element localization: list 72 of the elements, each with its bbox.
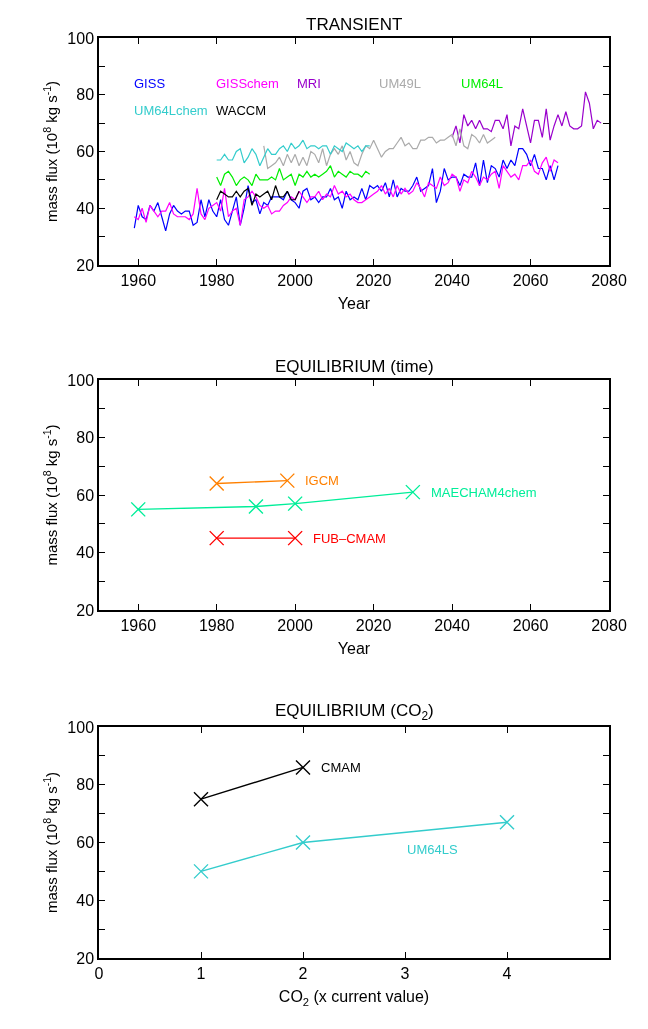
text: GISS	[134, 76, 166, 91]
point	[295, 759, 311, 776]
y-tick-label: 60	[76, 486, 95, 504]
y-tick-label: 40	[76, 891, 95, 909]
x-tick-label: 2060	[512, 271, 549, 289]
y-tick-label: 80	[76, 429, 95, 447]
y-tick-label: 100	[67, 29, 95, 47]
point	[193, 863, 209, 880]
y-tick-label: 100	[67, 718, 95, 736]
line-series	[216, 165, 371, 187]
text: UM64Lchem	[134, 103, 208, 118]
x-tick-label: 2060	[512, 616, 549, 634]
point	[499, 814, 515, 830]
x-tick-label: 2000	[277, 616, 314, 634]
x-tick-label: 2080	[591, 616, 627, 634]
text: WACCM	[216, 103, 267, 118]
point	[208, 475, 225, 492]
x-tick-label: 1980	[198, 616, 235, 634]
text: UM49L	[379, 76, 421, 91]
x-tick-label: 2020	[355, 271, 392, 289]
chart-title: EQUILIBRIUM (CO$_{2}$)	[275, 701, 434, 723]
y-tick-label: 80	[76, 776, 95, 794]
y-tick-label: 40	[76, 199, 95, 217]
x-tick-label: 2020	[355, 616, 392, 634]
x-tick-label: 4	[502, 964, 512, 982]
y-tick-label: 100	[67, 371, 95, 389]
point	[193, 791, 209, 807]
series-label: IGCM	[305, 473, 339, 488]
y-tick-label: 20	[76, 949, 95, 967]
y-tick-label: 20	[76, 601, 95, 619]
x-axis-title: Year	[337, 295, 371, 313]
chart-title: EQUILIBRIUM (time)	[275, 357, 434, 376]
series-label: MAECHAM4chem	[431, 485, 537, 500]
y-tick-label: 80	[76, 86, 95, 104]
x-tick-label: 2040	[434, 616, 470, 634]
y-tick-label: 40	[76, 544, 95, 562]
point	[287, 495, 303, 512]
point	[130, 501, 146, 518]
y-tick-label: 60	[76, 143, 95, 161]
series-label: UM64LS	[407, 842, 458, 857]
x-tick-label: 2080	[591, 271, 627, 289]
x-axis-title: CO$_{2}$ (x current value)	[278, 988, 430, 1008]
line-series	[133, 156, 559, 226]
point	[287, 530, 303, 546]
text: MRI	[297, 76, 321, 91]
line-series	[216, 139, 371, 167]
y-tick-label: 60	[76, 834, 95, 852]
point	[208, 530, 225, 546]
x-tick-label: 1960	[120, 271, 157, 289]
text: UM64L	[461, 76, 503, 91]
text: GISSchem	[216, 76, 279, 91]
x-tick-label: 0	[94, 964, 104, 982]
line-series	[263, 128, 496, 170]
line-series	[133, 148, 559, 232]
line-series	[216, 184, 300, 207]
y-tick-label: 20	[76, 256, 95, 274]
x-tick-label: 2000	[277, 271, 314, 289]
point	[295, 834, 311, 851]
point	[279, 472, 296, 489]
x-tick-label: 3	[400, 964, 410, 982]
x-tick-label: 1980	[198, 271, 235, 289]
x-tick-label: 1	[196, 964, 206, 982]
series-label: CMAM	[321, 760, 361, 775]
point	[248, 498, 264, 515]
chart-title: TRANSIENT	[306, 15, 403, 34]
x-axis-title: Year	[337, 640, 371, 658]
point	[405, 484, 421, 500]
x-tick-label: 1960	[120, 616, 157, 634]
line-series	[451, 91, 602, 147]
x-tick-label: 2	[298, 964, 308, 982]
series-label: FUB–CMAM	[313, 531, 386, 546]
x-tick-label: 2040	[434, 271, 470, 289]
